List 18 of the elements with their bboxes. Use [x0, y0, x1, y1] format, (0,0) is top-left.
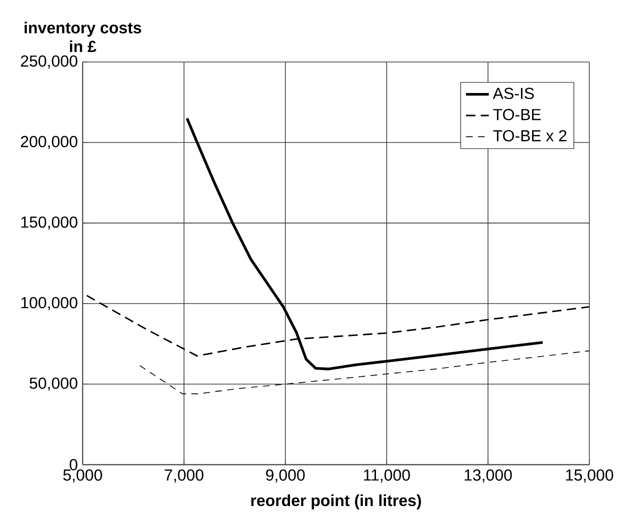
y-tick-label: 50,000 [30, 378, 78, 391]
x-tick-label: 5,000 [63, 469, 102, 483]
x-axis-title: reorder point (in litres) [251, 494, 421, 510]
y-tick-label: 200,000 [20, 136, 78, 150]
y-tick-label: 150,000 [21, 216, 78, 230]
x-tick-label: 13,000 [464, 469, 512, 483]
y-axis-title: inventory costs in £ [24, 22, 142, 52]
x-tick-label: 11,000 [364, 469, 410, 483]
y-tick-label: 250,000 [20, 55, 78, 69]
legend-label: TO-BE [493, 108, 541, 120]
x-tick-label: 15,000 [566, 469, 614, 483]
legend-label: AS-IS [492, 88, 534, 100]
line-series [140, 350, 590, 394]
x-tick-label: 9,000 [266, 469, 305, 483]
y-tick-label: 100,000 [21, 297, 78, 310]
legend-label: TO-BE x 2 [493, 130, 566, 142]
x-tick-label: 7,000 [164, 469, 204, 483]
y-tick-label: 0 [70, 459, 78, 470]
